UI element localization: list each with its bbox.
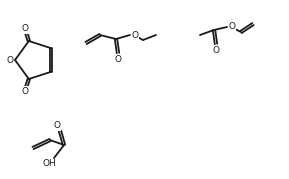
Text: O: O <box>212 45 220 54</box>
Text: O: O <box>6 55 14 64</box>
Text: O: O <box>229 21 236 30</box>
Text: O: O <box>131 30 138 40</box>
Text: O: O <box>53 122 60 130</box>
Text: OH: OH <box>42 159 56 168</box>
Text: O: O <box>21 24 28 33</box>
Text: O: O <box>21 87 28 96</box>
Text: O: O <box>114 54 121 64</box>
